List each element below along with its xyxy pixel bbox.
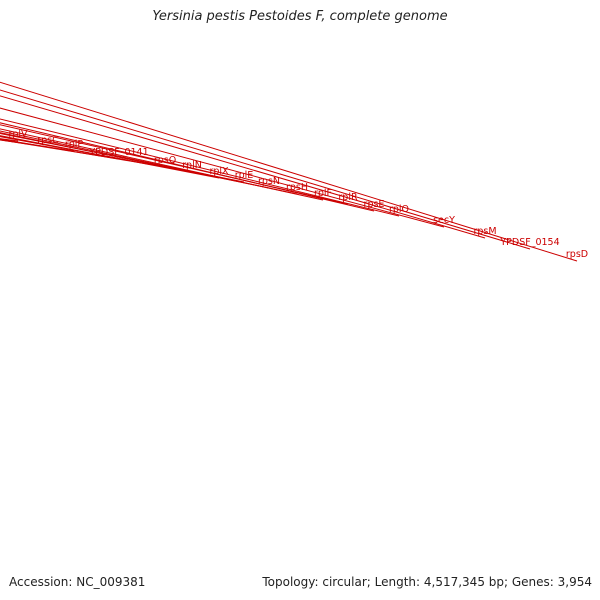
- topology-text: Topology: circular; Length: 4,517,345 bp…: [262, 575, 592, 589]
- accession-text: Accession: NC_009381: [9, 575, 146, 589]
- gene-leader-rpsE: [0, 122, 375, 212]
- gene-label-YPDSF_0141: YPDSF_0141: [88, 147, 148, 158]
- gene-leader-rpsM: [0, 95, 486, 239]
- gene-leader-rpsD: [0, 81, 578, 262]
- gene-leader-rplR: [0, 124, 349, 205]
- gene-leader-YPDSF_0154: [0, 89, 531, 250]
- gene-label-rpsN: rpsN: [258, 176, 280, 187]
- gene-leader-rplO: [0, 118, 400, 217]
- gene-label-rpsE: rpsE: [364, 199, 385, 210]
- gene-label-rplP: rplP: [65, 139, 84, 150]
- gene-label-secY: secY: [433, 215, 455, 226]
- gene-leader-secY: [0, 107, 445, 228]
- gene-label-rplE: rplE: [235, 170, 254, 181]
- gene-leader-rpsH: [0, 130, 298, 195]
- gene-label-rpsC: rpsC: [37, 135, 59, 146]
- gene-label-rpsD: rpsD: [566, 249, 588, 260]
- gene-label-rplF: rplF: [314, 188, 332, 199]
- gene-label-rplX: rplX: [209, 166, 229, 177]
- map-title: Yersinia pestis Pestoides F, complete ge…: [152, 9, 448, 24]
- gene-leader-rplF: [0, 128, 324, 201]
- gene-label-YPDSF_0154: YPDSF_0154: [499, 237, 559, 248]
- gene-label-rpsQ: rpsQ: [154, 155, 176, 166]
- gene-label-rpsM: rpsM: [473, 226, 496, 237]
